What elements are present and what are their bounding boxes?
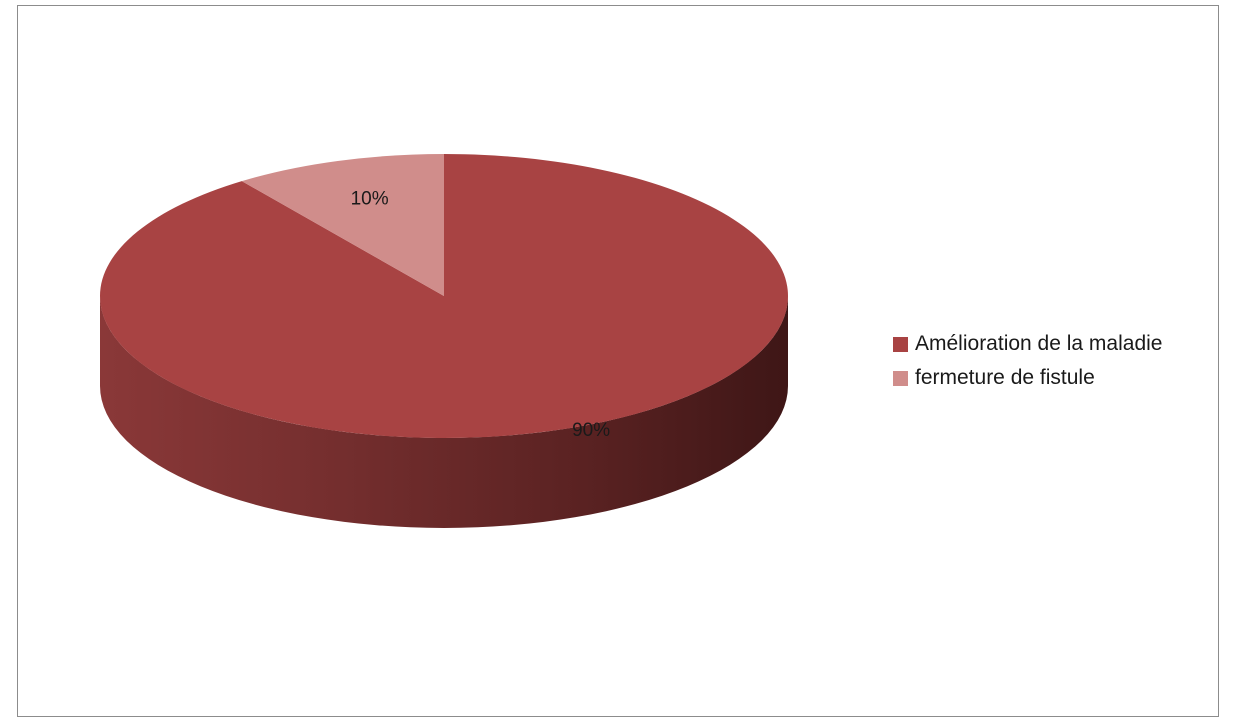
legend-label-0: Amélioration de la maladie	[915, 332, 1163, 355]
pie-side-0	[100, 296, 788, 528]
legend-label-1: fermeture de fistule	[915, 366, 1095, 389]
legend: Amélioration de la maladie fermeture de …	[893, 327, 1162, 395]
pie-group: 90% 10%	[100, 154, 789, 528]
legend-swatch-0	[893, 336, 908, 352]
legend-item-1: fermeture de fistule	[893, 361, 1162, 395]
legend-item-0: Amélioration de la maladie	[893, 327, 1162, 361]
pie-slice-0	[100, 154, 789, 438]
data-label-1: 10%	[351, 188, 389, 209]
legend-swatch-1	[893, 370, 908, 386]
data-label-0: 90%	[572, 420, 610, 441]
pie-slice-1	[241, 154, 444, 296]
